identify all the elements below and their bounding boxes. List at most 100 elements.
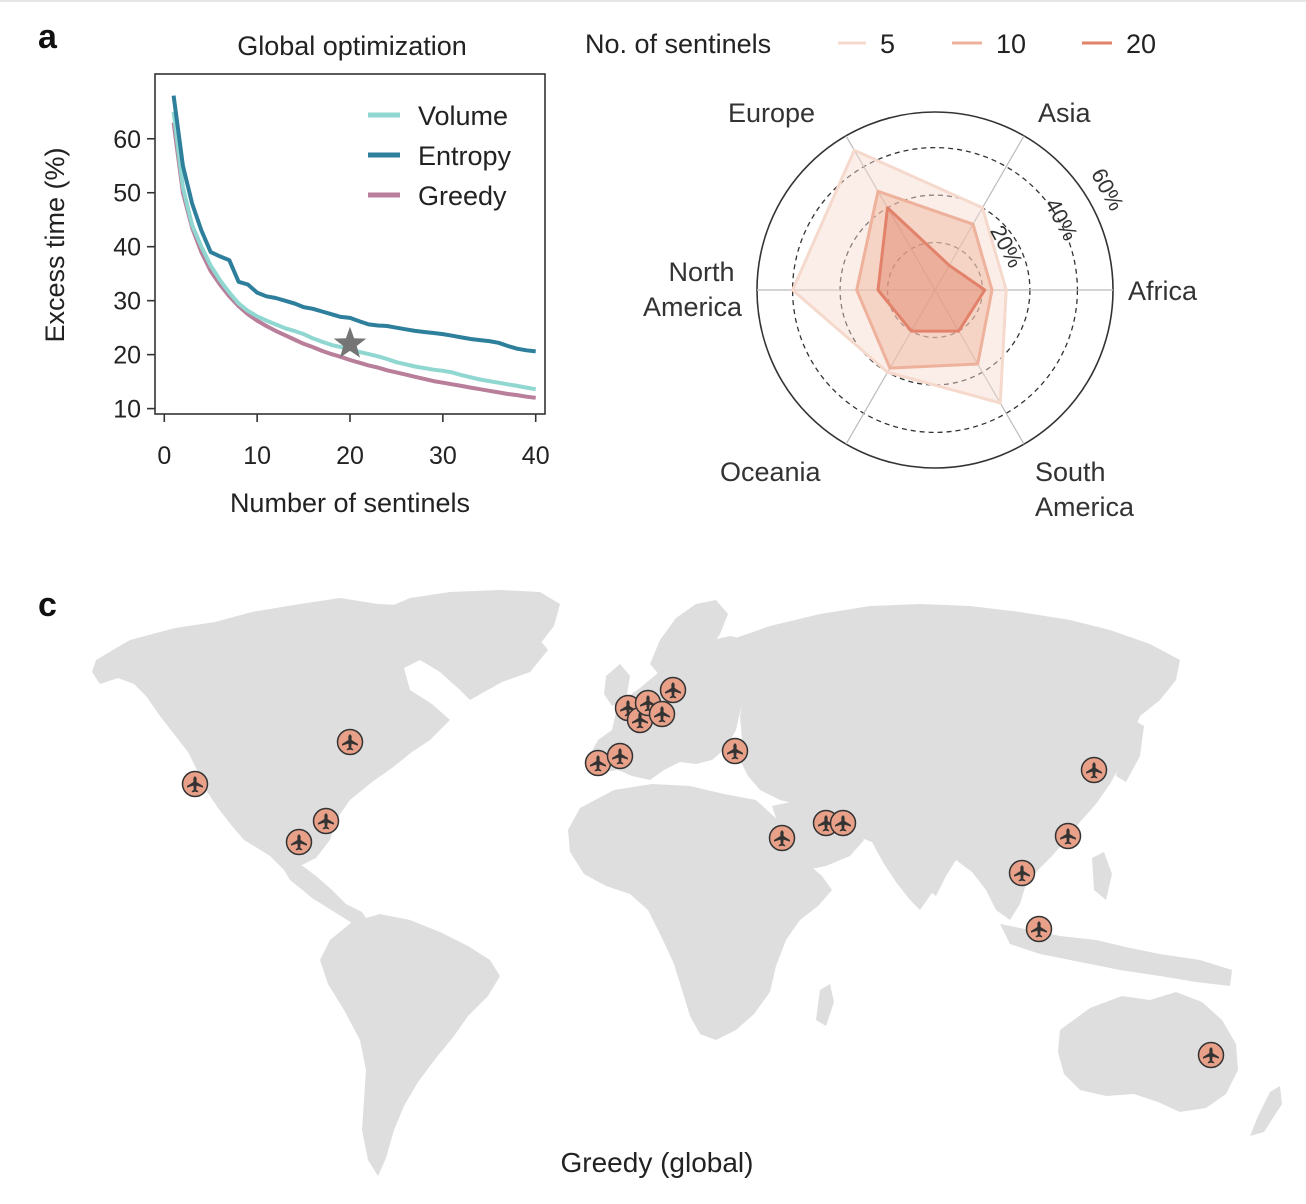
airport-marker [648,700,676,728]
airplane-icon [774,830,790,847]
landmass-australia [1058,992,1238,1112]
top-border [0,0,1306,2]
airport-marker [584,749,612,777]
radar-axis-label-north-america: North America [643,257,743,322]
panel-label-c: c [38,586,57,624]
airplane-icon [1014,865,1030,882]
y-tick-label: 40 [113,234,141,262]
radar-axis-label-europe: Europe [728,98,815,128]
airport-marker [768,824,796,852]
radar-chart: Africa Asia Europe North America Oceania… [643,98,1198,522]
radar-legend-label-20: 20 [1126,29,1156,59]
landmass-philippines [1092,852,1112,900]
radar-spoke [845,135,936,291]
panel-label-a: a [38,18,58,56]
airplane-icon [318,813,334,830]
line-chart-title: Global optimization [237,31,467,61]
radar-axis-label-africa: Africa [1128,276,1198,306]
airport-marker [829,809,857,837]
airport-marker [336,728,364,756]
landmass-greenland [382,590,560,676]
x-tick-label: 0 [157,442,171,470]
airplane-icon [1203,1047,1219,1064]
landmass-south-america [320,914,500,1176]
y-tick-label: 30 [113,288,141,316]
y-ticks: 10 20 30 40 50 60 [113,126,155,424]
airport-marker [1008,859,1036,887]
airplane-icon [590,755,606,772]
series-line-greedy [171,122,536,400]
radar-axis-label-south-america: South America [1035,457,1135,522]
airplane-icon [620,700,636,717]
landmass-india [872,836,946,910]
map-caption: Greedy (global) [561,1147,754,1178]
airplane-icon [835,815,851,832]
airplane-icon [727,743,743,760]
landmass-africa [568,784,832,1040]
radar-polygon-5 [791,148,1008,405]
airport-marker [1025,915,1053,943]
airport-marker [285,828,313,856]
radar-polygon-10 [855,189,994,370]
airplane-icon [1031,921,1047,938]
airport-marker [312,807,340,835]
x-tick-label: 40 [522,442,550,470]
x-tick-label: 30 [429,442,457,470]
radar-axis-label-oceania: Oceania [720,457,822,487]
airplane-icon [632,712,648,729]
radar-legend: No. of sentinels 5 10 20 [585,29,1156,59]
landmass-north-america [92,598,548,870]
y-tick-label: 10 [113,396,141,424]
landmass-scandinavia [650,600,728,678]
airplane-icon [187,776,203,793]
x-tick-label: 10 [243,442,271,470]
line-chart: Global optimization 10 20 30 40 50 60 0 10 20 30… [40,31,550,518]
airplane-icon [612,748,628,765]
south-america-line-2: America [1035,492,1135,522]
landmass-japan [1116,720,1144,782]
landmass-central-america [284,864,370,928]
airplane-icon [1086,762,1102,779]
airport-marker [1054,822,1082,850]
landmass-europe [588,636,760,780]
airport-marker [1080,756,1108,784]
x-axis-label: Number of sentinels [230,488,470,518]
world-map: Greedy (global) [92,590,1282,1178]
radar-spoke [934,289,1025,445]
y-tick-label: 20 [113,342,141,370]
south-america-line-1: South [1035,457,1106,487]
radar-legend-label-10: 10 [996,29,1026,59]
radar-axis-label-asia: Asia [1038,98,1092,128]
airport-marker [721,737,749,765]
radar-legend-label-5: 5 [880,29,895,59]
landmass-new-zealand [1250,1086,1282,1136]
airport-marker [1197,1041,1225,1069]
airplane-icon [291,834,307,851]
radar-polygons [791,148,1008,405]
airplane-icon [654,706,670,723]
legend-label-entropy: Entropy [418,141,512,171]
landmass-asia [730,604,1180,920]
airplane-icon [640,695,656,712]
north-america-line-1: North [668,257,734,287]
airport-markers [181,676,1225,1069]
landmass-uk [604,664,630,706]
y-tick-label: 60 [113,126,141,154]
airplane-icon [342,734,358,751]
y-axis-label: Excess time (%) [40,147,70,342]
y-tick-label: 50 [113,180,141,208]
legend-label-volume: Volume [418,101,508,131]
airplane-icon [818,815,834,832]
airplane-icon [665,682,681,699]
radar-legend-title: No. of sentinels [585,29,771,59]
landmass-madagascar [816,984,834,1026]
star-marker [333,326,367,358]
line-legend: Volume Entropy Greedy [368,101,512,211]
north-america-line-2: America [643,292,743,322]
x-ticks: 0 10 20 30 40 [157,414,550,470]
airplane-icon [1060,828,1076,845]
radar-polygon-20 [876,206,987,333]
legend-label-greedy: Greedy [418,181,507,211]
series-line-entropy [171,95,536,354]
